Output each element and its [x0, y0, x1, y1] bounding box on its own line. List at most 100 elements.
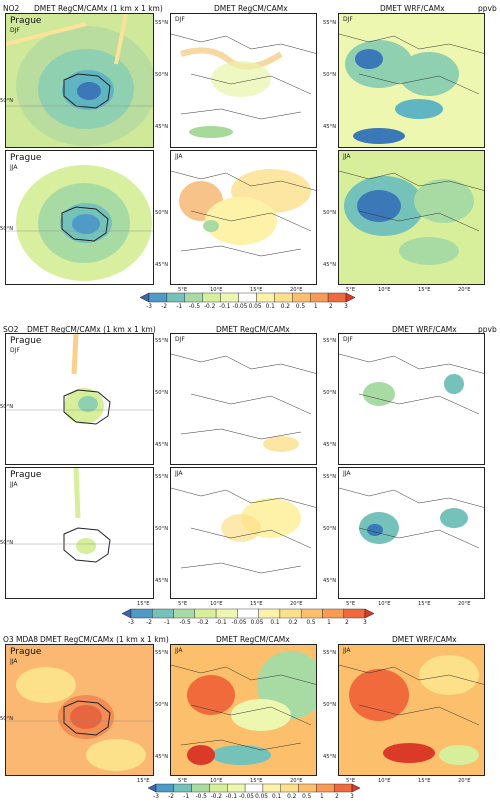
colorbar-tick-label: 0.1: [271, 794, 282, 800]
lon-label: 5°E: [346, 287, 356, 293]
lon-label: 20°E: [290, 601, 303, 607]
lon-label: 5°E: [178, 601, 188, 607]
city-name: Prague: [10, 470, 42, 480]
lat-label: 50°N: [0, 540, 14, 546]
colorbar-tick-label: 0.05: [248, 304, 262, 310]
lon-label: 5°E: [346, 778, 356, 784]
colorbar-tick-label: -0.05: [231, 620, 247, 626]
colorbar-segment: [227, 783, 246, 793]
region-map-svg: [339, 468, 484, 598]
city-name: Prague: [10, 647, 42, 657]
colorbar-tick-label: 0.5: [302, 794, 312, 800]
colorbar-extend-low: [121, 608, 132, 619]
colorbar-segment: [327, 292, 347, 303]
city-name: Prague: [10, 16, 42, 26]
region-map-svg: [339, 151, 484, 284]
lat-label: 50°N: [155, 702, 169, 708]
colorbar-tick-label: -1: [164, 620, 170, 626]
colorbar-segment: [148, 292, 168, 303]
colorbar-tick-label: -3: [153, 794, 159, 800]
colorbar-segment: [292, 292, 311, 303]
o3-section-label: O3 MDA8: [3, 635, 39, 644]
colorbar-segment: [258, 608, 281, 619]
colorbar-tick-label: -1: [176, 304, 183, 310]
so2-jja-wrf-map: JJA: [338, 467, 485, 599]
colorbar-segment: [155, 783, 175, 793]
colorbar-tick-label: 3: [344, 304, 348, 310]
lat-label: 50°N: [323, 526, 337, 532]
colorbar-tick-label: -2: [161, 304, 168, 310]
lat-label: 45°N: [155, 578, 169, 584]
city-map-svg: [6, 334, 153, 464]
season-label: DJF: [175, 336, 185, 343]
lat-label: 45°N: [155, 754, 169, 760]
lat-label: 50°N: [0, 226, 14, 232]
city-name: Prague: [10, 336, 42, 346]
colorbar-segment: [130, 608, 153, 619]
lat-label: 45°N: [155, 124, 169, 130]
colorbar-extend-high: [364, 608, 375, 619]
colorbar-tick-label: 1: [313, 304, 318, 310]
region-map-svg: [171, 468, 316, 598]
season-label: JJA: [10, 481, 18, 488]
so2-djf-city-map: Prague DJF: [5, 333, 154, 465]
colorbar-tick-label: -0.2: [197, 620, 209, 626]
lon-label: 20°E: [458, 778, 471, 784]
so2-djf-wrf-map: DJF: [338, 333, 485, 465]
so2-jja-regcm-map: JJA: [170, 467, 317, 599]
no2-title-wrf: DMET WRF/CAMx: [380, 4, 445, 13]
colorbar-segment: [343, 608, 366, 619]
lat-label: 55°N: [155, 650, 169, 656]
lon-label: 15°E: [250, 778, 263, 784]
colorbar-tick-label: 3: [350, 794, 354, 800]
colorbar-segment: [309, 292, 329, 303]
no2-jja-city-map: Prague JJA: [5, 150, 154, 285]
lat-label: 50°N: [0, 404, 14, 410]
colorbar-tick-label: 0.2: [287, 794, 297, 800]
colorbar-segment: [262, 783, 281, 793]
lon-label: 20°E: [458, 287, 471, 293]
colorbar-segment: [316, 783, 335, 793]
lon-label: 15°E: [137, 778, 150, 784]
colorbar-svg: [139, 292, 356, 303]
lat-label: 45°N: [323, 754, 337, 760]
colorbar-extend-low: [139, 292, 150, 303]
colorbar-tick-label: -0.1: [215, 620, 227, 626]
colorbar-segment: [256, 292, 275, 303]
city-map-svg: [6, 468, 153, 598]
lat-label: 55°N: [323, 20, 337, 26]
colorbar-extend-low: [147, 783, 157, 793]
lat-label: 55°N: [323, 474, 337, 480]
colorbar-segment: [166, 292, 186, 303]
lon-label: 15°E: [250, 601, 263, 607]
colorbar-segment: [173, 608, 196, 619]
colorbar-tick-label: 0.1: [270, 620, 280, 626]
colorbar-tick-label: -1: [183, 794, 190, 800]
lat-label: 45°N: [155, 262, 169, 268]
colorbar-segment: [274, 292, 293, 303]
colorbar-segment: [209, 783, 228, 793]
no2-jja-wrf-map: JJA: [338, 150, 485, 285]
colorbar: [147, 783, 361, 793]
colorbar-tick-label: -0.5: [179, 620, 191, 626]
colorbar-segment: [280, 783, 299, 793]
colorbar-tick-label: 2: [335, 794, 339, 800]
lon-label: 10°E: [378, 778, 391, 784]
lon-label: 15°E: [418, 601, 431, 607]
so2-title-wrf: DMET WRF/CAMx: [392, 325, 457, 334]
no2-djf-regcm-map: DJF: [170, 13, 317, 148]
colorbar-tick-label: -0.2: [210, 794, 222, 800]
season-label: JJA: [175, 470, 183, 477]
colorbar: [139, 292, 356, 303]
colorbar-segment: [220, 292, 239, 303]
city-name: Prague: [10, 153, 42, 163]
region-map-svg: [171, 334, 316, 464]
colorbar-tick-label: 0.1: [265, 304, 275, 310]
colorbar-tick-label: -0.5: [195, 794, 207, 800]
colorbar-segment: [322, 608, 344, 619]
colorbar-tick-label: -2: [146, 620, 152, 626]
o3-title-wrf: DMET WRF/CAMx: [392, 635, 457, 644]
colorbar-tick-label: 1: [319, 794, 324, 800]
colorbar-segment: [202, 292, 221, 303]
city-map-svg: [6, 151, 153, 284]
